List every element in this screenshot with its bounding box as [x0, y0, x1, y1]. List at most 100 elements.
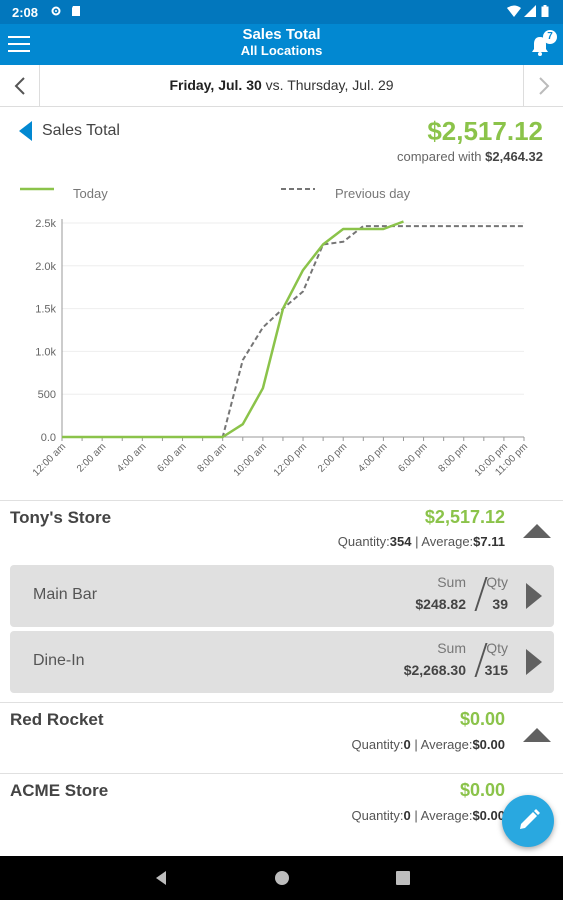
sub-item-dine-in[interactable]: Dine-In Sum $2,268.30 Qty 315	[10, 631, 554, 693]
compare-amount: $2,464.32	[485, 149, 543, 164]
home-icon[interactable]	[272, 868, 292, 888]
store-section-red-rocket[interactable]: Red Rocket $0.00 Quantity:0 | Average:$0…	[0, 702, 563, 772]
sales-summary: Sales Total $2,517.12 compared with $2,4…	[0, 108, 563, 172]
y-tick-label: 1.5k	[35, 304, 56, 316]
qty-value: 0	[403, 737, 411, 752]
date-navigation: Friday, Jul. 30 vs. Thursday, Jul. 29	[0, 65, 563, 107]
collapse-toggle[interactable]	[523, 728, 551, 742]
battery-icon	[541, 5, 549, 17]
avg-label: | Average:	[410, 808, 473, 823]
qty-label: Qty	[486, 640, 508, 656]
today-swatch	[20, 187, 54, 191]
store-section-tonys[interactable]: Tony's Store $2,517.12 Quantity:354 | Av…	[0, 500, 563, 560]
x-tick-label: 10:00 am	[232, 441, 269, 478]
edit-fab-button[interactable]	[502, 795, 554, 847]
divider	[0, 500, 563, 501]
store-name: Red Rocket	[10, 710, 104, 729]
series-line-previous-day	[62, 225, 524, 438]
legend-previous: Previous day	[335, 186, 411, 201]
chevron-left-icon	[14, 77, 25, 95]
vs-text: vs.	[261, 77, 288, 93]
sub-item-name: Dine-In	[33, 652, 85, 669]
qty-value: 0	[403, 808, 411, 823]
x-tick-label: 2:00 am	[75, 441, 108, 474]
sub-item-main-bar[interactable]: Main Bar Sum $248.82 Qty 39	[10, 565, 554, 627]
x-tick-label: 8:00 pm	[437, 441, 470, 474]
qty-label: Qty	[486, 574, 508, 590]
next-date-button[interactable]	[523, 65, 563, 107]
collapse-toggle[interactable]	[523, 524, 551, 538]
pencil-icon	[520, 809, 540, 829]
x-tick-label: 2:00 pm	[316, 441, 349, 474]
sum-value: $248.82	[415, 596, 466, 612]
avg-value: $0.00	[472, 737, 505, 752]
previous-swatch	[281, 188, 315, 190]
app-bar: Sales Total All Locations 7	[0, 24, 563, 65]
expand-arrow-icon	[526, 649, 542, 675]
system-nav-bar	[0, 856, 563, 900]
qty-value: 354	[389, 534, 412, 549]
divider	[0, 702, 563, 703]
menu-icon[interactable]	[8, 36, 30, 54]
avg-value: $0.00	[472, 808, 505, 823]
store-total: $2,517.12	[424, 507, 505, 527]
chevron-right-icon	[539, 77, 550, 95]
x-tick-label: 12:00 pm	[272, 441, 309, 478]
x-tick-label: 4:00 pm	[356, 441, 389, 474]
avg-value: $7.11	[473, 534, 505, 549]
divider	[0, 773, 563, 774]
y-tick-label: 500	[38, 389, 56, 401]
qty-value: 39	[492, 596, 508, 612]
qty-label: Quantity:	[337, 534, 390, 549]
qty-value: 315	[484, 662, 508, 678]
status-bar: 2:08	[0, 0, 563, 24]
wifi-icon	[507, 5, 521, 17]
chart-legend: Today Previous day	[0, 182, 563, 204]
x-tick-label: 6:00 am	[155, 441, 188, 474]
qty-label: Quantity:	[351, 737, 404, 752]
qty-label: Quantity:	[351, 808, 404, 823]
x-tick-label: 12:00 am	[31, 441, 68, 478]
y-tick-label: 0.0	[41, 432, 56, 444]
sum-label: Sum	[437, 640, 466, 656]
current-date: Friday, Jul. 30	[169, 77, 262, 93]
y-tick-label: 2.0k	[35, 261, 56, 273]
store-name: Tony's Store	[10, 508, 112, 527]
series-line-today	[62, 220, 404, 439]
status-time: 2:08	[12, 5, 39, 20]
date-range: Friday, Jul. 30 vs. Thursday, Jul. 29	[40, 77, 523, 93]
store-total: $0.00	[459, 709, 505, 729]
x-tick-label: 4:00 am	[115, 441, 148, 474]
x-tick-label: 8:00 am	[195, 441, 228, 474]
legend-today: Today	[73, 186, 108, 201]
compare-date: Thursday, Jul. 29	[287, 77, 394, 93]
store-meta: Quantity:0 | Average:$0.00	[352, 808, 506, 823]
back-triangle-icon[interactable]	[19, 121, 32, 141]
page-title: Sales Total	[242, 26, 321, 43]
store-section-acme[interactable]: ACME Store $0.00 Quantity:0 | Average:$0…	[0, 773, 563, 853]
back-icon[interactable]	[151, 868, 171, 888]
store-name: ACME Store	[10, 781, 109, 800]
summary-compare: compared with $2,464.32	[397, 149, 543, 164]
sd-card-icon	[72, 6, 80, 16]
expand-arrow-icon	[526, 583, 542, 609]
avg-label: | Average:	[411, 534, 474, 549]
notifications-button[interactable]: 7	[529, 30, 557, 58]
previous-date-button[interactable]	[0, 65, 40, 107]
store-meta: Quantity:354 | Average:$7.11	[338, 534, 505, 549]
store-total: $0.00	[459, 780, 505, 800]
settings-icon	[51, 6, 61, 16]
compare-prefix: compared with	[397, 149, 486, 164]
sum-value: $2,268.30	[403, 662, 466, 678]
signal-icon	[524, 5, 536, 17]
sum-label: Sum	[437, 574, 466, 590]
recents-icon[interactable]	[393, 868, 413, 888]
x-tick-label: 6:00 pm	[396, 441, 429, 474]
page-subtitle: All Locations	[240, 43, 323, 58]
summary-label: Sales Total	[42, 122, 120, 139]
store-meta: Quantity:0 | Average:$0.00	[352, 737, 506, 752]
summary-amount: $2,517.12	[427, 116, 543, 146]
notification-badge: 7	[543, 30, 557, 44]
